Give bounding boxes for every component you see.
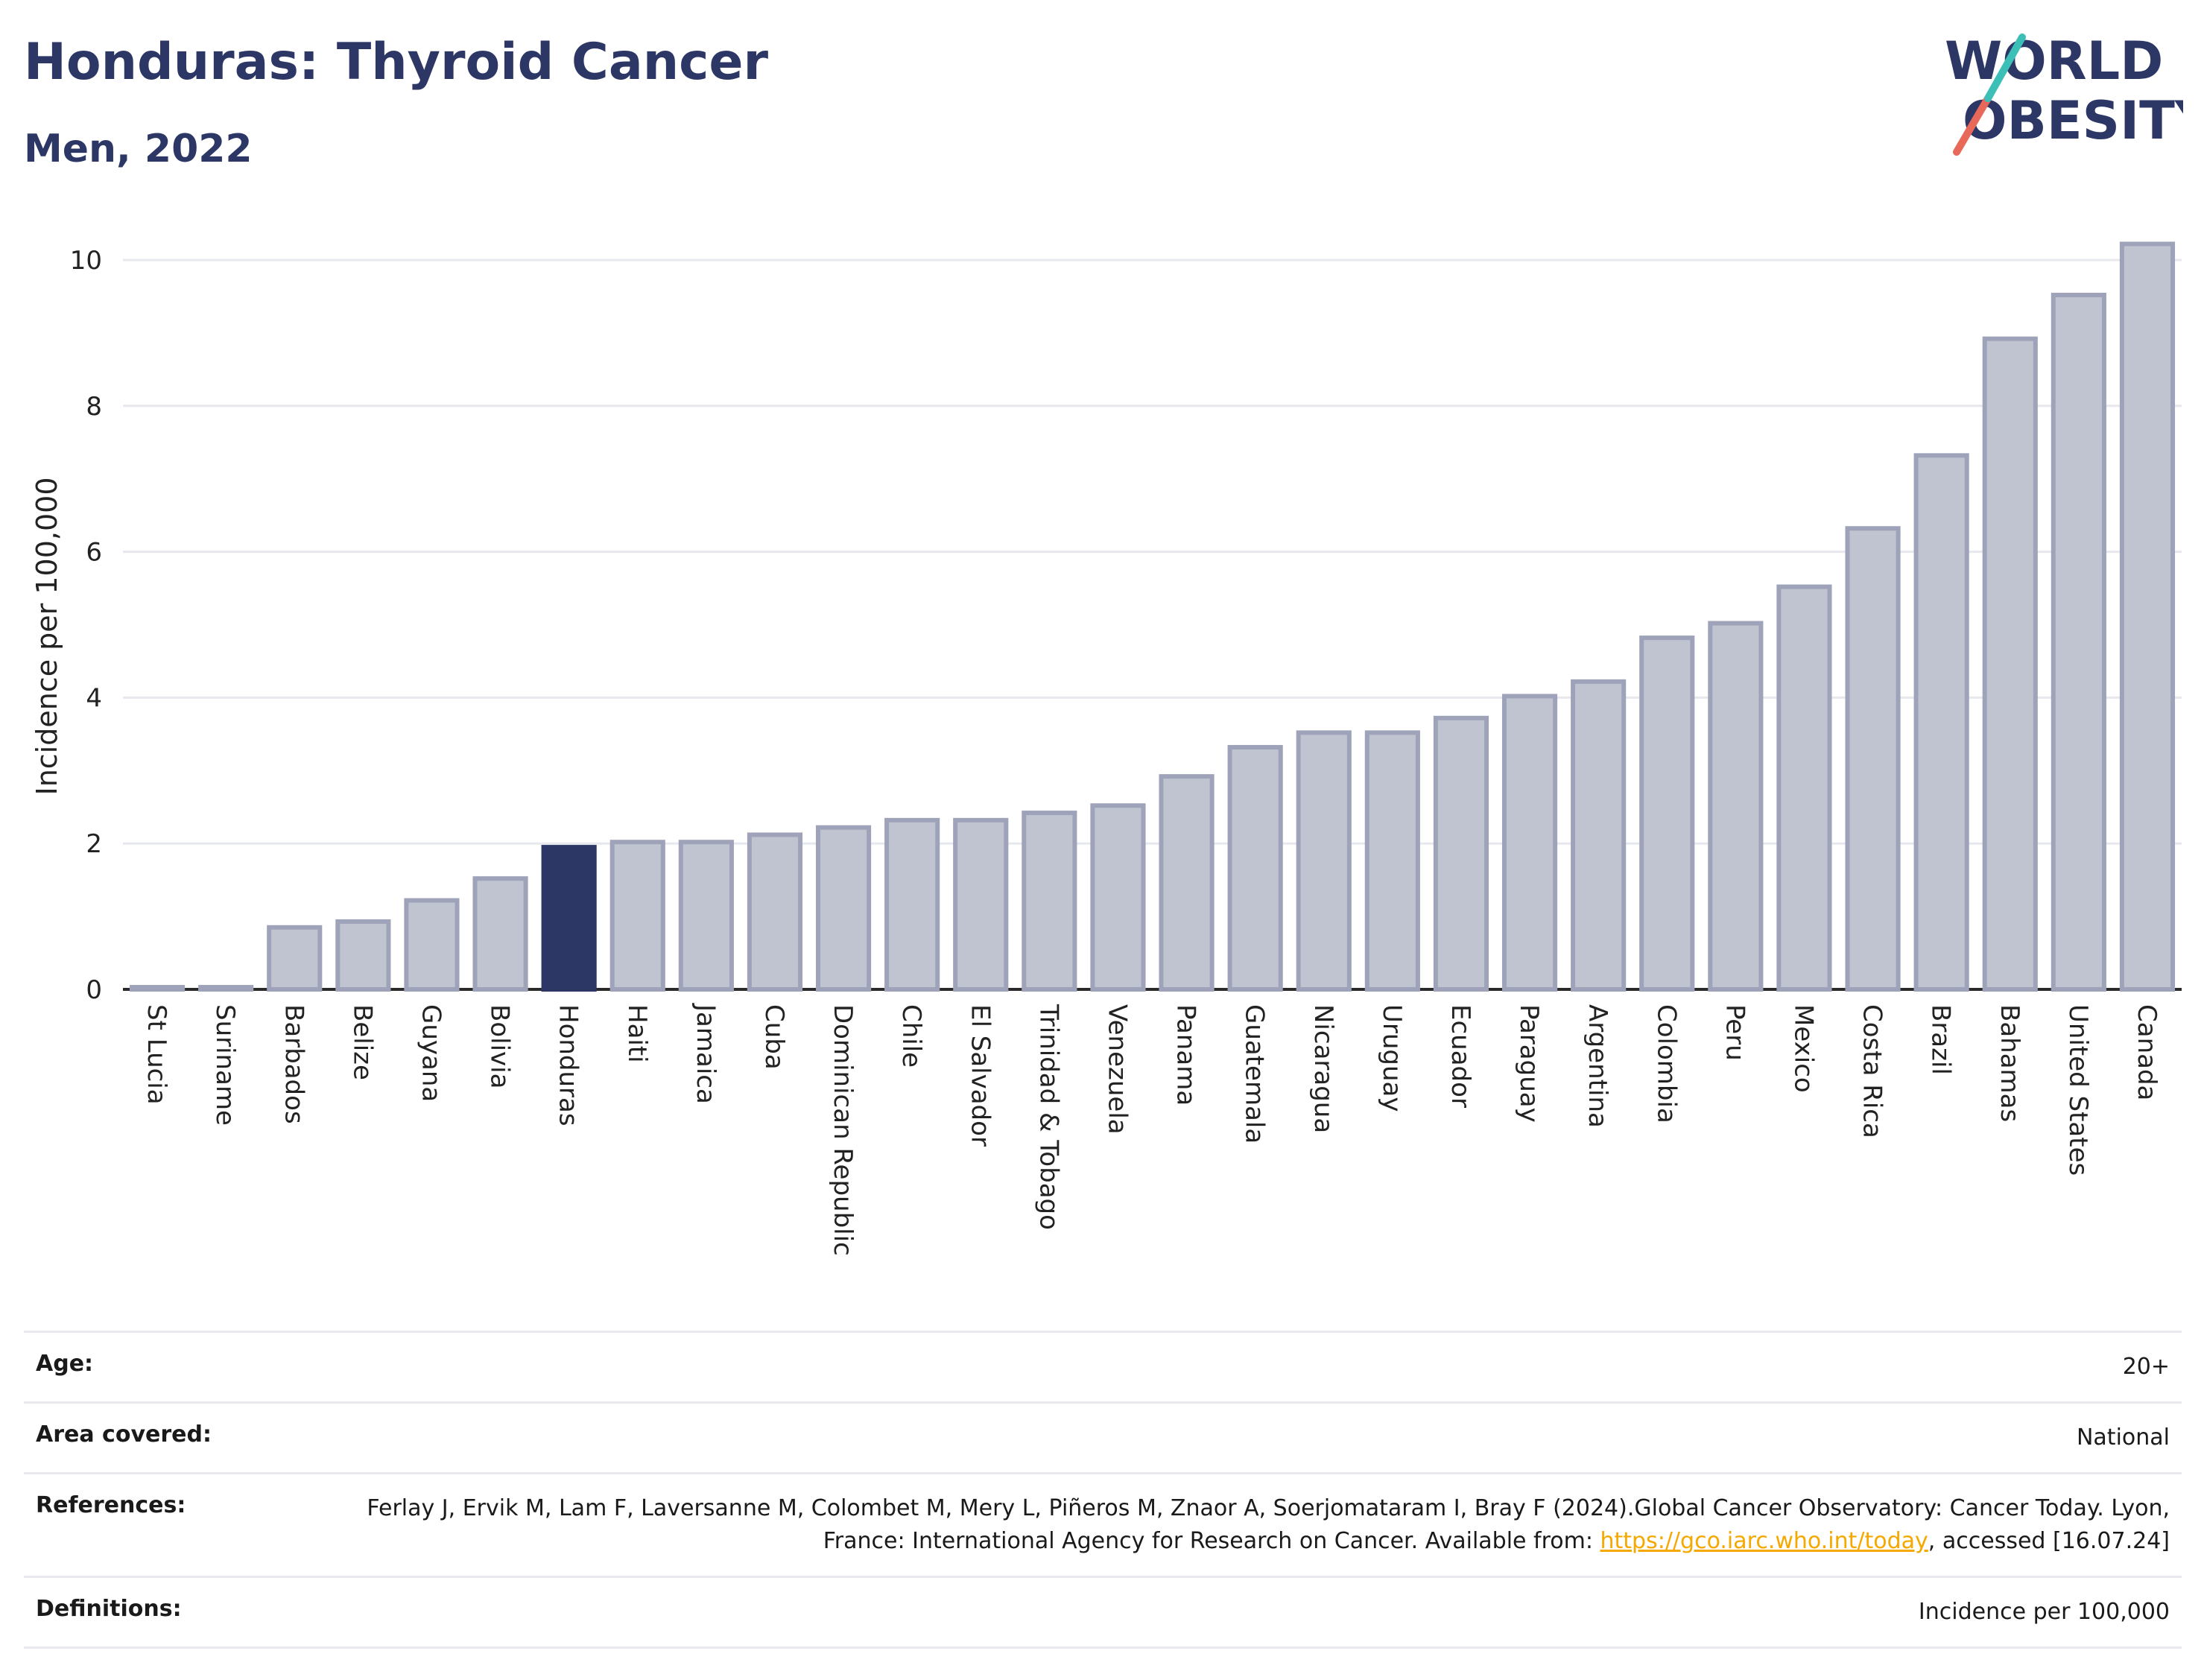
definitions-value: Incidence per 100,000 xyxy=(1918,1599,2170,1625)
x-tick-label: Guatemala xyxy=(1240,1004,1270,1144)
x-tick-label: Jamaica xyxy=(691,1003,721,1104)
y-tick-label: 2 xyxy=(86,829,102,859)
bars xyxy=(129,241,2176,992)
bar-nicaragua xyxy=(1296,730,1352,992)
x-axis-labels: St Lucia Suriname Barbados Belize Guyana Boli… xyxy=(142,1003,2162,1256)
logo-slash-teal xyxy=(1984,34,2026,102)
x-tick-label: Costa Rica xyxy=(1858,1004,1887,1138)
logo-line1: WORLD xyxy=(1945,31,2163,92)
bar-chile xyxy=(884,817,940,992)
bar-belize xyxy=(335,919,391,992)
bar-argentina xyxy=(1571,679,1627,992)
y-tick-label: 0 xyxy=(86,975,102,1005)
age-label: Age: xyxy=(36,1351,94,1377)
x-tick-label: Mexico xyxy=(1788,1004,1818,1093)
bar-bolivia xyxy=(472,876,528,992)
x-tick-label: Suriname xyxy=(210,1004,240,1126)
logo-slash-coral xyxy=(1953,95,1992,156)
bar-brazil xyxy=(1913,453,1969,992)
bar-cuba xyxy=(747,832,803,992)
x-tick-label: El Salvador xyxy=(965,1004,995,1147)
bar-panama xyxy=(1159,774,1215,992)
bar-canada xyxy=(2119,241,2176,992)
bar-colombia xyxy=(1639,635,1695,992)
x-tick-label: Argentina xyxy=(1583,1004,1612,1128)
info-table: Age: 20+ Area covered: National Referenc… xyxy=(24,1331,2182,1649)
bar-trinidad-tobago xyxy=(1022,811,1077,992)
bar-honduras xyxy=(541,845,597,992)
x-tick-label: Ecuador xyxy=(1445,1004,1475,1108)
bar-barbados xyxy=(267,925,323,992)
bar-el-salvador xyxy=(953,817,1009,992)
references-text: Ferlay J, Ervik M, Lam F, Laversanne M, … xyxy=(367,1495,2170,1554)
bar-paraguay xyxy=(1501,694,1558,992)
x-tick-label: Bolivia xyxy=(485,1004,515,1088)
bar-jamaica xyxy=(678,840,734,992)
x-tick-label: United States xyxy=(2063,1004,2093,1176)
y-tick-label: 4 xyxy=(86,683,102,713)
bar-bahamas xyxy=(1982,336,2038,992)
bar-guyana xyxy=(404,898,460,992)
x-tick-label: Haiti xyxy=(622,1004,652,1063)
x-tick-label: Bahamas xyxy=(1995,1004,2024,1122)
x-tick-label: Barbados xyxy=(279,1004,308,1124)
info-row-references: References: Ferlay J, Ervik M, Lam F, La… xyxy=(24,1472,2182,1576)
bar-ecuador xyxy=(1433,715,1489,992)
bar-haiti xyxy=(609,840,665,992)
y-axis-label: Incidence per 100,000 xyxy=(31,477,63,795)
world-obesity-logo: WORLD OBESITY xyxy=(1945,31,2183,156)
x-tick-label: Dominican Republic xyxy=(828,1004,858,1256)
x-tick-label: Guyana xyxy=(416,1004,446,1102)
bar-mexico xyxy=(1776,584,1832,992)
bar-guatemala xyxy=(1227,744,1283,992)
definitions-label: Definitions: xyxy=(36,1596,182,1622)
gridlines xyxy=(123,259,2182,991)
y-tick-label: 6 xyxy=(86,538,102,568)
info-row-area: Area covered: National xyxy=(24,1401,2182,1472)
references-label: References: xyxy=(36,1492,186,1518)
x-tick-label: Nicaragua xyxy=(1308,1004,1338,1133)
x-tick-label: Uruguay xyxy=(1377,1004,1407,1112)
x-tick-label: Venezuela xyxy=(1102,1004,1132,1135)
age-value: 20+ xyxy=(2122,1354,2170,1380)
x-tick-label: Colombia xyxy=(1651,1004,1681,1123)
info-row-definitions: Definitions: Incidence per 100,000 xyxy=(24,1576,2182,1649)
chart-subtitle: Men, 2022 xyxy=(24,127,253,171)
area-label: Area covered: xyxy=(36,1421,212,1448)
x-tick-label: St Lucia xyxy=(142,1004,171,1105)
bar-chart: 0 2 4 6 8 10 St Lucia Suriname Barbados Belize Gu… xyxy=(31,241,2182,1256)
bar-peru xyxy=(1708,621,1764,992)
x-tick-label: Canada xyxy=(2132,1004,2162,1100)
references-accessed: , accessed [16.07.24] xyxy=(1928,1528,2170,1554)
chart-title: Honduras: Thyroid Cancer xyxy=(24,33,769,92)
bar-uruguay xyxy=(1364,730,1420,992)
bar-suriname xyxy=(198,985,254,992)
logo-line2: OBESITY xyxy=(1963,90,2183,151)
y-axis-ticks: 0 2 4 6 8 10 xyxy=(70,246,102,1005)
bar-united-states xyxy=(2051,292,2106,992)
bar-venezuela xyxy=(1090,803,1146,992)
x-tick-label: Belize xyxy=(347,1004,377,1080)
y-tick-label: 10 xyxy=(70,246,102,276)
bar-st-lucia xyxy=(129,985,186,992)
area-value: National xyxy=(2076,1424,2170,1451)
x-tick-label: Trinidad & Tobago xyxy=(1033,1004,1063,1230)
references-link[interactable]: https://gco.iarc.who.int/today xyxy=(1600,1528,1928,1554)
x-tick-label: Panama xyxy=(1171,1004,1201,1106)
y-tick-label: 8 xyxy=(86,392,102,422)
x-tick-label: Honduras xyxy=(554,1004,583,1126)
bar-costa-rica xyxy=(1845,526,1901,992)
x-tick-label: Cuba xyxy=(759,1004,789,1070)
x-tick-label: Paraguay xyxy=(1514,1004,1544,1123)
info-row-age: Age: 20+ xyxy=(24,1331,2182,1401)
x-tick-label: Chile xyxy=(896,1004,926,1068)
bar-dominican-republic xyxy=(815,825,872,992)
x-tick-label: Peru xyxy=(1720,1004,1749,1061)
x-tick-label: Brazil xyxy=(1926,1004,1956,1075)
references-value: Ferlay J, Ervik M, Lam F, Laversanne M, … xyxy=(307,1492,2170,1558)
